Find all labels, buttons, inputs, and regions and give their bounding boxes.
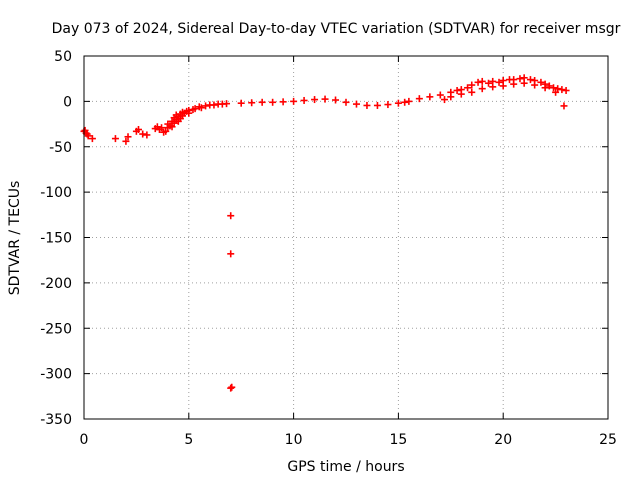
data-point: [495, 78, 503, 86]
y-tick-label: -100: [40, 185, 72, 201]
data-point: [499, 82, 507, 90]
data-point: [464, 84, 472, 92]
data-point: [134, 126, 142, 134]
data-point: [436, 91, 444, 99]
data-point: [363, 101, 371, 109]
data-point: [468, 88, 476, 96]
data-point: [228, 383, 236, 391]
data-point: [510, 80, 518, 88]
y-tick-label: -150: [40, 231, 72, 247]
data-point: [269, 98, 277, 106]
data-point: [139, 130, 147, 138]
data-point: [541, 84, 549, 92]
data-point: [321, 95, 329, 103]
data-point: [558, 86, 566, 94]
x-tick-label: 15: [389, 432, 407, 448]
data-point: [474, 78, 482, 86]
data-point: [143, 131, 151, 139]
data-point: [124, 133, 132, 141]
data-point: [227, 250, 235, 258]
data-point: [373, 101, 381, 109]
y-tick-label: 50: [54, 49, 72, 65]
data-point: [290, 97, 298, 105]
x-tick-label: 10: [285, 432, 303, 448]
y-tick-label: -200: [40, 276, 72, 292]
data-point: [111, 135, 119, 143]
data-point: [468, 81, 476, 89]
data-point: [311, 96, 319, 104]
data-point: [237, 99, 245, 107]
data-point: [258, 98, 266, 106]
data-point: [550, 84, 558, 92]
data-point: [478, 77, 486, 85]
axis-ticks: [83, 55, 609, 420]
data-point: [185, 109, 193, 117]
data-point: [162, 127, 170, 135]
data-point: [447, 93, 455, 101]
data-point: [158, 124, 166, 132]
x-tick-label: 20: [494, 432, 512, 448]
data-point: [453, 86, 461, 94]
data-point: [531, 81, 539, 89]
data-point: [415, 95, 423, 103]
data-point: [332, 96, 340, 104]
x-tick-label: 5: [184, 432, 193, 448]
y-tick-label: 0: [63, 94, 72, 110]
y-tick-label: -300: [40, 367, 72, 383]
data-point: [478, 85, 486, 93]
tick-labels: 0 5 10 15 20 25 50 0 -50 -100 -150 -200 -250 -300 -350: [40, 49, 617, 448]
data-point: [342, 98, 350, 106]
data-point: [210, 101, 218, 109]
data-point: [441, 96, 449, 104]
data-point: [191, 105, 199, 113]
data-point: [168, 123, 176, 131]
data-point: [227, 384, 235, 392]
x-axis-label: GPS time / hours: [287, 459, 404, 475]
data-point: [405, 97, 413, 105]
data-point: [489, 83, 497, 91]
data-point: [537, 78, 545, 86]
data-point: [562, 86, 570, 94]
data-point: [122, 137, 130, 145]
grid-lines: [84, 56, 608, 419]
x-tick-label: 0: [80, 432, 89, 448]
data-point: [352, 100, 360, 108]
data-point: [227, 212, 235, 220]
data-points: [80, 74, 570, 392]
data-point: [202, 102, 210, 110]
data-point: [520, 79, 528, 87]
data-point: [526, 76, 534, 84]
y-tick-label: -250: [40, 321, 72, 337]
data-point: [545, 82, 553, 90]
data-point: [248, 99, 256, 107]
data-point: [223, 100, 231, 108]
data-point: [197, 104, 205, 112]
data-point: [88, 135, 96, 143]
data-point: [554, 85, 562, 93]
chart-title: Day 073 of 2024, Sidereal Day-to-day VTE…: [52, 21, 621, 37]
data-point: [170, 119, 178, 127]
y-axis-label: SDTVAR / TECUs: [7, 181, 23, 296]
x-tick-label: 25: [599, 432, 617, 448]
data-point: [552, 88, 560, 96]
data-point: [84, 132, 92, 140]
data-point: [384, 101, 392, 109]
data-point: [426, 93, 434, 101]
data-point: [560, 102, 568, 110]
data-point: [485, 79, 493, 87]
plot-frame: [83, 55, 609, 420]
data-point: [394, 99, 402, 107]
data-point: [300, 96, 308, 104]
y-tick-label: -350: [40, 412, 72, 428]
data-point: [401, 98, 409, 106]
data-point: [516, 75, 524, 83]
y-tick-label: -50: [49, 140, 72, 156]
data-point: [279, 98, 287, 106]
data-point: [457, 90, 465, 98]
